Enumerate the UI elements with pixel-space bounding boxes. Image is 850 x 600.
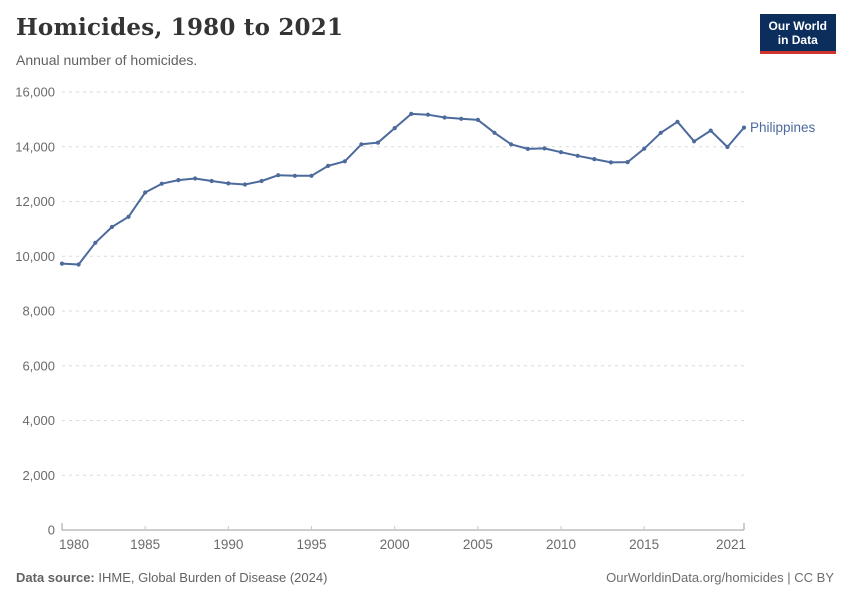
x-axis-tick-label: 1980: [59, 537, 89, 552]
x-axis-tick-label: 2005: [463, 537, 493, 552]
y-axis-tick-label: 2,000: [22, 468, 55, 483]
y-axis-tick-label: 6,000: [22, 358, 55, 373]
x-axis-tick-label: 1985: [130, 537, 160, 552]
data-point[interactable]: [59, 261, 65, 266]
data-point[interactable]: [575, 153, 580, 158]
data-point[interactable]: [93, 240, 98, 245]
data-point[interactable]: [209, 178, 214, 184]
data-point[interactable]: [292, 173, 297, 178]
data-point[interactable]: [176, 178, 181, 183]
data-point[interactable]: [625, 160, 630, 165]
data-point[interactable]: [159, 181, 164, 186]
data-point[interactable]: [359, 142, 364, 147]
data-point[interactable]: [475, 117, 480, 122]
y-axis-tick-label: 10,000: [15, 249, 55, 264]
data-point[interactable]: [342, 159, 347, 164]
data-point[interactable]: [126, 214, 131, 219]
data-point[interactable]: [76, 262, 81, 267]
data-point[interactable]: [542, 146, 547, 151]
data-point[interactable]: [741, 125, 747, 130]
data-source-label: Data source:: [16, 570, 95, 585]
data-point[interactable]: [259, 178, 264, 184]
owid-logo-line1: Our World: [768, 19, 827, 33]
data-point[interactable]: [492, 130, 497, 135]
y-axis-tick-label: 0: [48, 523, 55, 538]
data-point[interactable]: [509, 142, 514, 147]
data-point[interactable]: [525, 146, 530, 151]
series-label-philippines[interactable]: Philippines: [750, 120, 816, 135]
data-point[interactable]: [143, 190, 148, 195]
x-axis-tick-label: 2000: [380, 537, 410, 552]
data-point[interactable]: [425, 112, 431, 117]
data-point[interactable]: [692, 139, 697, 144]
philippines-line[interactable]: [61, 112, 745, 266]
data-point[interactable]: [558, 150, 564, 155]
data-point[interactable]: [276, 173, 281, 178]
x-axis-tick-label: 2015: [629, 537, 659, 552]
data-point[interactable]: [226, 181, 231, 186]
data-point[interactable]: [708, 128, 713, 133]
data-point[interactable]: [642, 146, 647, 151]
data-source: Data source: IHME, Global Burden of Dise…: [16, 570, 327, 585]
data-point[interactable]: [109, 224, 114, 230]
owid-logo-line2: in Data: [777, 33, 818, 47]
data-point[interactable]: [326, 163, 331, 168]
x-axis-tick-label: 2021: [716, 537, 746, 552]
data-point[interactable]: [725, 144, 730, 150]
y-axis-tick-label: 12,000: [15, 194, 55, 209]
y-axis-tick-label: 8,000: [22, 304, 55, 319]
data-point[interactable]: [442, 115, 447, 120]
data-point[interactable]: [658, 130, 663, 135]
data-point[interactable]: [592, 157, 597, 162]
data-point[interactable]: [675, 119, 680, 124]
data-point[interactable]: [608, 160, 614, 165]
data-source-text: IHME, Global Burden of Disease (2024): [94, 570, 328, 585]
chart-subtitle: Annual number of homicides.: [16, 52, 198, 68]
y-axis-tick-label: 4,000: [22, 413, 55, 428]
data-point[interactable]: [309, 173, 314, 178]
x-axis-tick-label: 1990: [213, 537, 243, 552]
x-axis-tick-label: 1995: [296, 537, 326, 552]
data-point[interactable]: [193, 176, 198, 181]
credit-link[interactable]: OurWorldinData.org/homicides | CC BY: [606, 570, 834, 585]
data-point[interactable]: [375, 140, 381, 145]
x-axis-tick-label: 2010: [546, 537, 576, 552]
page-title: Homicides, 1980 to 2021: [16, 14, 344, 41]
y-axis-tick-label: 14,000: [15, 139, 55, 154]
owid-logo: Our World in Data: [759, 14, 836, 54]
data-point[interactable]: [459, 116, 464, 121]
data-point[interactable]: [392, 126, 397, 131]
y-axis-tick-label: 16,000: [15, 85, 55, 100]
data-point[interactable]: [409, 111, 414, 116]
data-point[interactable]: [242, 182, 248, 187]
